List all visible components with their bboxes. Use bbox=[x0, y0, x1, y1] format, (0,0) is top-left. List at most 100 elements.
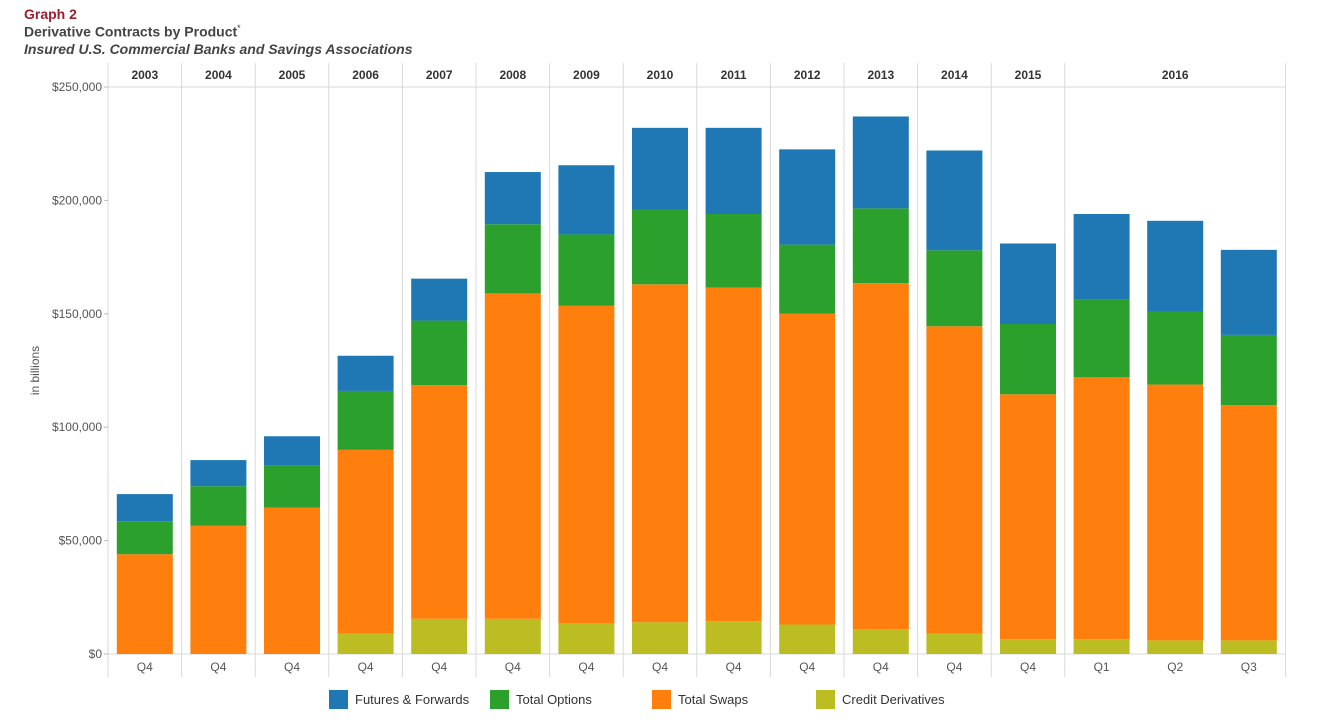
bar-futures-forwards bbox=[337, 355, 394, 391]
quarter-label: Q2 bbox=[1167, 660, 1183, 674]
chart-title: Derivative Contracts by Product* bbox=[24, 23, 241, 40]
year-label: 2009 bbox=[573, 68, 600, 82]
year-label: 2011 bbox=[721, 68, 747, 82]
y-tick-label: $0 bbox=[89, 647, 103, 661]
year-label: 2007 bbox=[426, 68, 453, 82]
bar-total-options bbox=[779, 244, 836, 314]
legend-item-total-options: Total Options bbox=[490, 690, 592, 709]
bar-credit-derivatives bbox=[411, 618, 468, 654]
year-label: 2006 bbox=[352, 68, 379, 82]
bar-futures-forwards bbox=[1073, 214, 1130, 300]
bar-total-options bbox=[264, 465, 320, 508]
bar-total-options bbox=[1220, 334, 1277, 406]
bar-futures-forwards bbox=[926, 150, 983, 251]
quarter-label: Q4 bbox=[946, 660, 962, 674]
y-tick-label: $50,000 bbox=[59, 534, 103, 548]
y-tick-label: $250,000 bbox=[52, 80, 102, 94]
bar-total-swaps bbox=[190, 525, 247, 654]
bar-futures-forwards bbox=[705, 127, 762, 215]
bar-credit-derivatives bbox=[1147, 640, 1204, 654]
bar-total-options bbox=[705, 214, 762, 288]
bar-total-options bbox=[411, 320, 468, 386]
bar-total-swaps bbox=[484, 293, 541, 619]
bar-total-options bbox=[337, 390, 394, 450]
quarter-label: Q3 bbox=[1241, 660, 1257, 674]
bar-futures-forwards bbox=[779, 149, 836, 245]
quarter-label: Q4 bbox=[137, 660, 153, 674]
bar-total-swaps bbox=[411, 385, 468, 619]
quarter-label: Q4 bbox=[652, 660, 668, 674]
bar-total-swaps bbox=[926, 326, 983, 634]
year-label: 2012 bbox=[794, 68, 821, 82]
legend-label: Futures & Forwards bbox=[355, 692, 470, 707]
quarter-label: Q4 bbox=[358, 660, 374, 674]
year-label: 2003 bbox=[131, 68, 158, 82]
bar-futures-forwards bbox=[1000, 243, 1056, 325]
quarter-label: Q1 bbox=[1094, 660, 1110, 674]
bar-credit-derivatives bbox=[1000, 639, 1056, 654]
chart-title-text: Derivative Contracts by Product bbox=[24, 23, 238, 40]
y-tick-label: $200,000 bbox=[52, 193, 102, 207]
y-tick-label: $150,000 bbox=[52, 307, 102, 321]
bar-credit-derivatives bbox=[926, 633, 983, 654]
legend-label: Credit Derivatives bbox=[842, 692, 945, 707]
bar-total-options bbox=[116, 521, 173, 555]
quarter-label: Q4 bbox=[726, 660, 742, 674]
y-axis-label: in billions bbox=[28, 346, 42, 395]
legend-item-futures-forwards: Futures & Forwards bbox=[329, 690, 469, 709]
bar-credit-derivatives bbox=[779, 624, 836, 654]
bar-total-options bbox=[926, 250, 983, 327]
quarter-label: Q4 bbox=[799, 660, 815, 674]
bar-total-options bbox=[1073, 299, 1130, 378]
graph-label: Graph 2 bbox=[24, 6, 77, 22]
bar-total-options bbox=[852, 208, 909, 284]
bar-futures-forwards bbox=[1147, 220, 1204, 312]
legend-label: Total Swaps bbox=[678, 692, 749, 707]
bar-total-swaps bbox=[116, 554, 173, 654]
year-label: 2008 bbox=[499, 68, 526, 82]
legend: Futures & Forwards Total Options Total S… bbox=[0, 690, 1321, 710]
quarter-label: Q4 bbox=[505, 660, 521, 674]
bar-total-swaps bbox=[558, 305, 615, 624]
quarter-label: Q4 bbox=[1020, 660, 1036, 674]
bar-total-options bbox=[1147, 311, 1204, 385]
bar-futures-forwards bbox=[558, 165, 615, 235]
bar-total-swaps bbox=[1000, 394, 1056, 640]
quarter-label: Q4 bbox=[873, 660, 889, 674]
chart-subtitle: Insured U.S. Commercial Banks and Saving… bbox=[24, 41, 413, 57]
year-label: 2016 bbox=[1162, 68, 1189, 82]
legend-swatch-total-swaps bbox=[652, 690, 671, 709]
year-label: 2010 bbox=[647, 68, 674, 82]
title-footnote-mark: * bbox=[237, 23, 241, 33]
bar-total-options bbox=[558, 234, 615, 306]
bar-total-options bbox=[1000, 324, 1056, 395]
y-tick-label: $100,000 bbox=[52, 420, 102, 434]
bar-credit-derivatives bbox=[632, 622, 688, 654]
bar-futures-forwards bbox=[411, 278, 468, 321]
bar-credit-derivatives bbox=[484, 618, 541, 654]
year-label: 2014 bbox=[941, 68, 968, 82]
legend-swatch-credit-derivatives bbox=[816, 690, 835, 709]
bar-credit-derivatives bbox=[705, 621, 762, 654]
bar-total-swaps bbox=[632, 284, 688, 623]
bar-futures-forwards bbox=[116, 494, 173, 522]
bar-futures-forwards bbox=[484, 172, 541, 225]
bar-total-swaps bbox=[852, 283, 909, 630]
year-label: 2005 bbox=[279, 68, 306, 82]
bar-futures-forwards bbox=[632, 127, 688, 210]
bar-credit-derivatives bbox=[852, 629, 909, 654]
legend-item-total-swaps: Total Swaps bbox=[652, 690, 748, 709]
bar-total-swaps bbox=[779, 313, 836, 625]
bar-total-options bbox=[190, 486, 247, 526]
bar-total-options bbox=[484, 224, 541, 294]
bar-credit-derivatives bbox=[558, 623, 615, 654]
bar-total-swaps bbox=[1147, 384, 1204, 641]
quarter-label: Q4 bbox=[284, 660, 300, 674]
legend-item-credit-derivatives: Credit Derivatives bbox=[816, 690, 945, 709]
bar-futures-forwards bbox=[1220, 249, 1277, 335]
bar-total-swaps bbox=[1220, 405, 1277, 641]
year-label: 2004 bbox=[205, 68, 232, 82]
quarter-label: Q4 bbox=[210, 660, 226, 674]
year-label: 2015 bbox=[1015, 68, 1042, 82]
